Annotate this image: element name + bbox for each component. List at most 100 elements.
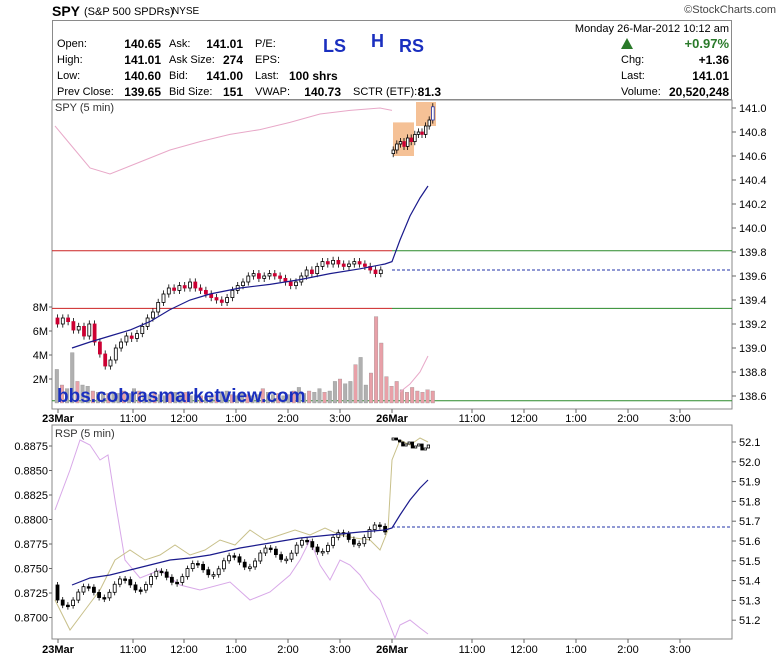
rsp-x-tick-label: 23Mar	[42, 644, 75, 656]
rsp-candle	[310, 541, 315, 548]
rsp-left-tick-label: 0.8750	[14, 564, 48, 576]
candle	[395, 143, 399, 151]
rsp-candle	[169, 576, 174, 583]
rsp-right-tick-label: 51.2	[739, 615, 760, 627]
spy-volume-tick-label: 6M	[33, 326, 48, 338]
volume-bar	[80, 384, 85, 404]
rsp-x-tick-label: 2:00	[277, 644, 298, 656]
annotation-rs: RS	[399, 36, 425, 56]
candle	[76, 325, 81, 331]
volume-bar	[368, 372, 373, 404]
volume-bar	[291, 390, 296, 404]
candle	[262, 275, 267, 279]
spy-chart-title: SPY (5 min)	[55, 102, 114, 114]
candle	[177, 285, 182, 291]
rsp-left-tick-label: 0.8800	[14, 515, 48, 527]
watermark: bbs.cobrasmarketview.com	[57, 386, 306, 407]
candle	[108, 359, 113, 367]
exchange: NYSE	[172, 6, 200, 17]
rsp-left-tick-label: 0.8850	[14, 466, 48, 478]
candle	[219, 299, 224, 303]
volume-bar	[245, 394, 250, 404]
spy-volume-tick-label: 8M	[33, 302, 48, 314]
volume-bar	[116, 393, 121, 404]
rsp-candle	[66, 604, 70, 608]
volume-bar	[430, 390, 435, 404]
rsp-right-tick-label: 51.4	[739, 576, 760, 588]
candle	[278, 275, 283, 279]
volume-bar	[307, 390, 312, 404]
rsp-candle	[325, 544, 330, 552]
rsp-chart: 0.8875 0.8850 0.8825 0.8800 0.8775 0.8750 0.87…	[14, 424, 760, 656]
rsp-candle	[97, 592, 101, 598]
candle	[251, 273, 256, 277]
rsp-x-tick-label: 1:00	[565, 644, 586, 656]
rsp-candle	[357, 543, 362, 546]
candle	[246, 275, 251, 283]
rsp-right-tick-label: 51.5	[739, 556, 760, 568]
volume-value: 20,520,248	[668, 85, 729, 99]
spy-y-tick-label: 139.2	[739, 319, 767, 331]
rsp-candle	[273, 548, 278, 556]
rsp-candle	[294, 544, 299, 554]
rsp-right-tick-label: 51.9	[739, 477, 760, 489]
volume-bar	[199, 395, 203, 404]
rsp-candle	[211, 574, 216, 577]
candle	[55, 317, 60, 325]
rsp-candle	[81, 586, 86, 593]
candle	[193, 281, 198, 289]
volume-bar	[75, 381, 80, 404]
candle	[129, 335, 134, 339]
rsp-candle	[372, 524, 377, 530]
rsp-right-tick-label: 52.1	[739, 437, 760, 449]
rsp-candle	[138, 589, 143, 592]
low-label: Low:	[57, 70, 81, 82]
spy-x-tick-label: 3:00	[669, 413, 690, 425]
volume-bar	[312, 392, 317, 404]
quote-panel: Open: 140.65 High: 141.01 Low: 140.60 Pr…	[52, 20, 732, 100]
volume-bar	[173, 392, 178, 404]
rsp-candle	[299, 539, 304, 546]
rsp-candle	[55, 584, 60, 601]
candle	[256, 273, 261, 279]
volume-bar	[209, 395, 214, 404]
rsp-candle	[397, 439, 402, 443]
spy-y-tick-label: 140.0	[739, 223, 767, 235]
rsp-candle	[190, 563, 195, 570]
volume-bar	[276, 393, 281, 404]
volume-bar	[389, 386, 394, 404]
volume-bar	[65, 388, 70, 404]
volume-bar	[343, 383, 348, 404]
spy-volume-tick-label: 2M	[33, 374, 48, 386]
volume-bar	[286, 394, 291, 404]
volume-bar	[214, 394, 219, 404]
bid-size-value: 151	[222, 85, 243, 99]
volume-bar	[271, 394, 276, 404]
volume-bar	[60, 384, 64, 404]
volume-bar	[168, 393, 173, 404]
volume-bar	[384, 376, 389, 404]
spy-y-tick-label: 140.2	[739, 199, 767, 211]
symbol-name: (S&P 500 SPDRs)	[84, 6, 174, 18]
copyright[interactable]: ©StockCharts.com	[684, 4, 776, 16]
volume-bar	[204, 396, 209, 404]
candle	[172, 287, 177, 291]
bid-label: Bid:	[169, 70, 188, 82]
rsp-left-tick-label: 0.8875	[14, 441, 48, 453]
volume-bar	[111, 393, 116, 404]
rsp-x-tick-label: 11:00	[459, 644, 486, 656]
vwap-value: 140.73	[304, 85, 341, 99]
candle	[420, 131, 424, 135]
volume-bar	[96, 392, 100, 404]
spy-y-tick-label: 141.0	[739, 103, 767, 115]
candle	[309, 269, 314, 274]
spy-y-tick-label: 140.6	[739, 151, 767, 163]
rsp-x-tick-label: 2:00	[617, 644, 638, 656]
rsp-frame	[51, 424, 733, 640]
candle	[198, 287, 203, 291]
candle	[87, 323, 92, 337]
volume-bar	[157, 394, 162, 404]
candle	[409, 137, 413, 142]
rsp-candle	[102, 597, 107, 600]
candle	[288, 281, 293, 286]
